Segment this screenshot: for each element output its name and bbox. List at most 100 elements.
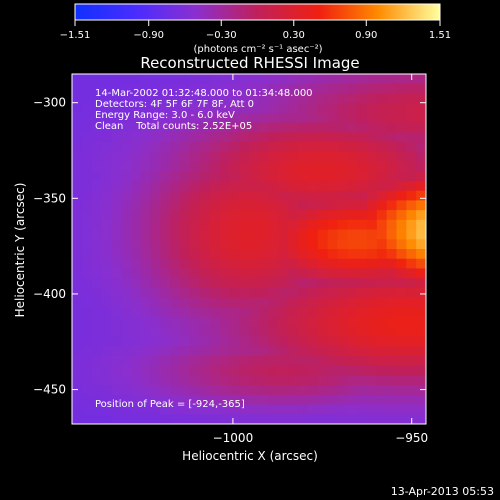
heatmap-cell xyxy=(258,171,270,182)
heatmap-cell xyxy=(131,326,142,338)
heatmap-cell xyxy=(219,112,230,124)
heatmap-cell xyxy=(111,74,122,85)
heatmap-cell xyxy=(317,336,329,347)
heatmap-cell xyxy=(121,180,132,192)
heatmap-cell xyxy=(111,83,122,95)
heatmap-cell xyxy=(209,161,221,172)
heatmap-cell xyxy=(180,249,191,260)
heatmap-cell xyxy=(396,161,407,172)
heatmap-cell xyxy=(111,122,122,133)
heatmap-cell xyxy=(308,326,319,338)
heatmap-cell xyxy=(308,239,319,250)
heatmap-cell xyxy=(416,414,426,424)
heatmap-cell xyxy=(327,385,339,396)
heatmap-cell xyxy=(327,239,339,250)
heatmap-cell xyxy=(72,249,83,260)
heatmap-cell xyxy=(72,258,83,270)
heatmap-cell xyxy=(209,365,221,376)
heatmap-cell xyxy=(249,74,260,85)
heatmap-cell xyxy=(111,394,122,406)
heatmap-cell xyxy=(258,287,270,299)
heatmap-cell xyxy=(288,297,299,308)
heatmap-cell xyxy=(150,239,162,250)
heatmap-cell xyxy=(288,112,299,124)
heatmap-cell xyxy=(357,171,368,182)
heatmap-cell xyxy=(101,180,112,192)
heatmap-cell xyxy=(160,326,171,338)
heatmap-cell xyxy=(396,83,407,95)
heatmap-cell xyxy=(209,74,221,85)
heatmap-cell xyxy=(298,336,309,347)
heatmap-cell xyxy=(327,287,339,299)
heatmap-cell xyxy=(140,142,152,153)
heatmap-cell xyxy=(239,180,250,192)
heatmap-cell xyxy=(298,112,309,124)
heatmap-cell xyxy=(101,151,112,163)
heatmap-cell xyxy=(386,132,398,143)
heatmap-cell xyxy=(140,268,152,279)
heatmap-cell xyxy=(327,404,339,415)
heatmap-cell xyxy=(101,404,112,415)
heatmap-cell xyxy=(308,161,319,172)
heatmap-cell xyxy=(406,83,417,95)
heatmap-cell xyxy=(229,307,240,318)
heatmap-cell xyxy=(150,180,162,192)
heatmap-cell xyxy=(357,346,368,357)
heatmap-cell xyxy=(347,74,358,85)
heatmap-cell xyxy=(219,346,230,357)
heatmap-cell xyxy=(180,385,191,396)
heatmap-cell xyxy=(170,414,181,424)
heatmap-cell xyxy=(101,74,112,85)
heatmap-cell xyxy=(180,365,191,376)
heatmap-cell xyxy=(121,239,132,250)
heatmap-cell xyxy=(199,200,211,211)
heatmap-cell xyxy=(278,132,289,143)
heatmap-cell xyxy=(239,297,250,308)
heatmap-cell xyxy=(72,375,83,386)
heatmap-cell xyxy=(317,287,329,299)
heatmap-cell xyxy=(396,336,407,347)
heatmap-cell xyxy=(170,161,181,172)
heatmap-cell xyxy=(347,161,358,172)
heatmap-cell xyxy=(416,278,426,289)
heatmap-cell xyxy=(288,219,299,231)
heatmap-cell xyxy=(298,307,309,318)
heatmap-cell xyxy=(317,180,329,192)
heatmap-cell xyxy=(386,180,398,192)
heatmap-cell xyxy=(317,278,329,289)
heatmap-cell xyxy=(209,268,221,279)
colorbar-tick-label: 0.90 xyxy=(355,30,377,41)
heatmap-cell xyxy=(376,365,388,376)
heatmap-cell xyxy=(91,210,103,221)
heatmap-cell xyxy=(327,171,339,182)
heatmap-cell xyxy=(367,229,378,240)
heatmap-cell xyxy=(81,83,93,95)
heatmap-cell xyxy=(111,210,122,221)
heatmap-cell xyxy=(249,404,260,415)
chart-title: Reconstructed RHESSI Image xyxy=(140,54,359,72)
heatmap-cell xyxy=(268,219,280,231)
heatmap-cell xyxy=(170,122,181,133)
heatmap-cell xyxy=(190,74,201,85)
heatmap-cell xyxy=(131,307,142,318)
heatmap-cell xyxy=(91,404,103,415)
heatmap-cell xyxy=(406,229,417,240)
heatmap-cell xyxy=(160,210,171,221)
heatmap-cell xyxy=(308,103,319,114)
x-axis-label: Heliocentric X (arcsec) xyxy=(182,449,318,463)
heatmap-cell xyxy=(160,287,171,299)
heatmap-cell xyxy=(121,268,132,279)
heatmap-cell xyxy=(219,142,230,153)
heatmap-cell xyxy=(327,190,339,201)
heatmap-cell xyxy=(91,278,103,289)
heatmap-cell xyxy=(298,268,309,279)
heatmap-cell xyxy=(180,287,191,299)
heatmap-cell xyxy=(386,151,398,163)
heatmap-cell xyxy=(278,180,289,192)
heatmap-cell xyxy=(327,307,339,318)
heatmap-cell xyxy=(278,385,289,396)
heatmap-cell xyxy=(229,161,240,172)
heatmap-cell xyxy=(150,297,162,308)
heatmap-cell xyxy=(278,229,289,240)
heatmap-cell xyxy=(298,122,309,133)
